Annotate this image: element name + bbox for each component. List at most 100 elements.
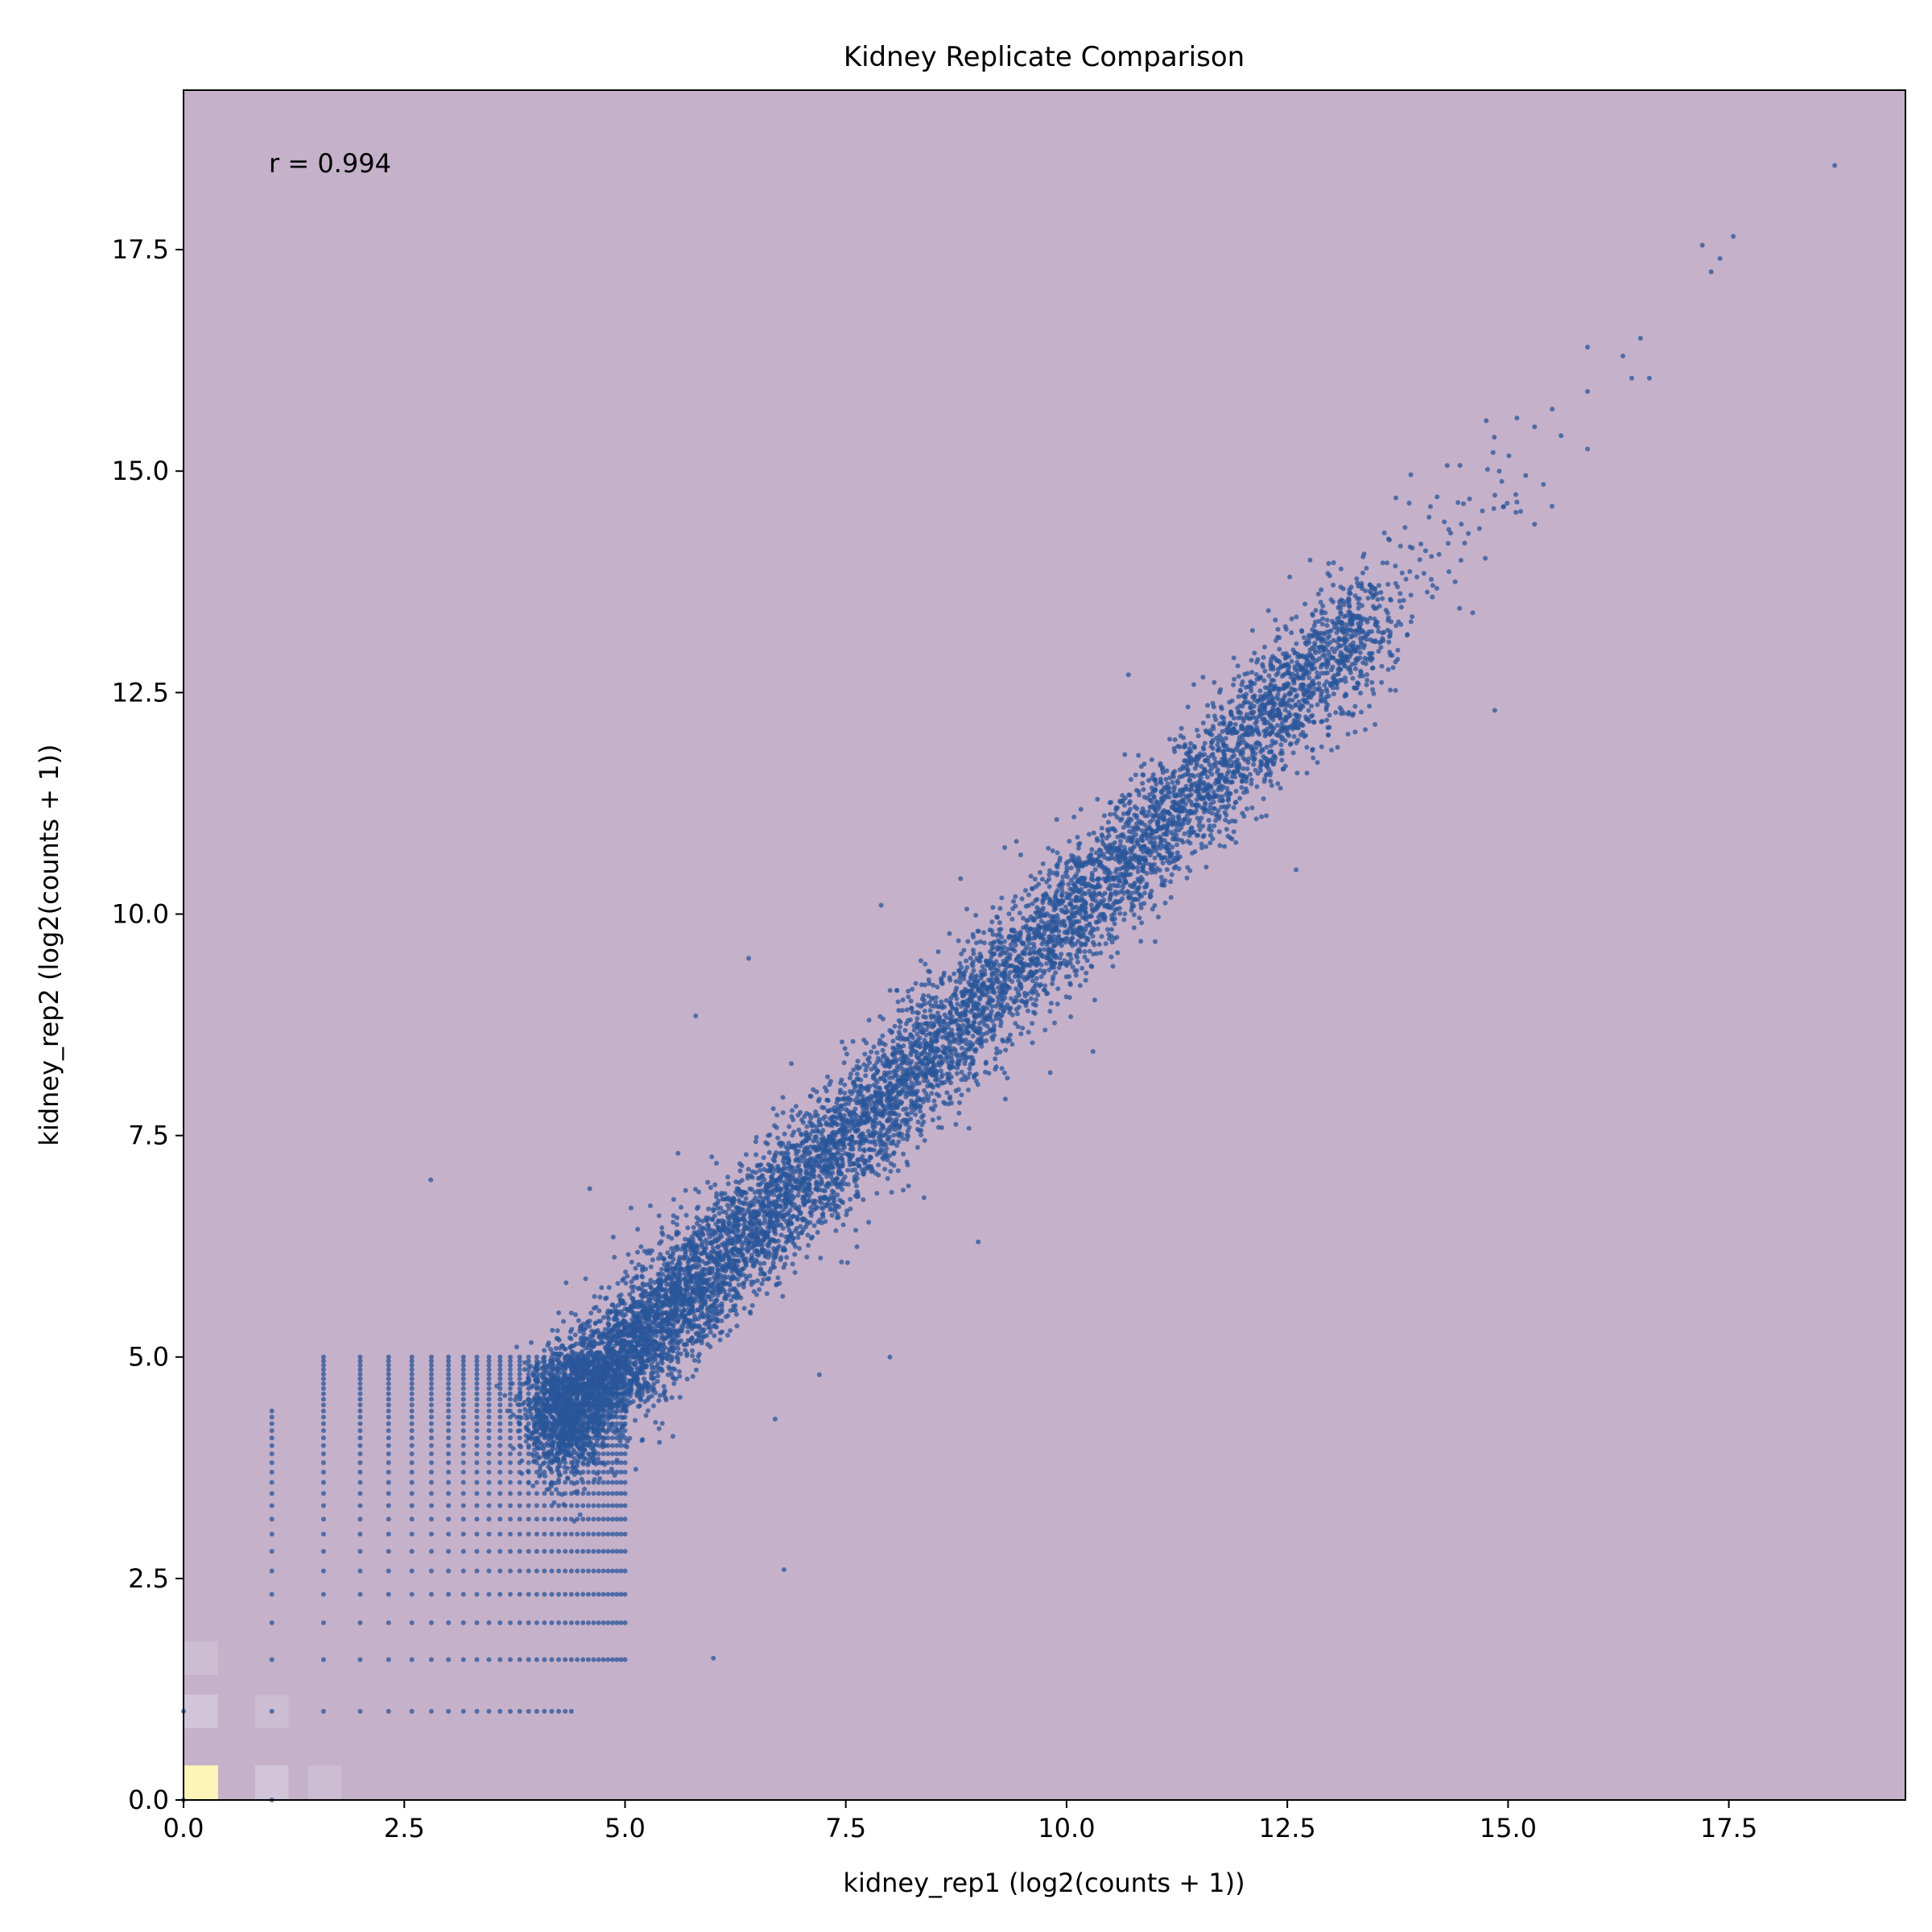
data-point — [936, 1115, 942, 1121]
data-point — [733, 1311, 739, 1317]
data-point — [486, 1367, 492, 1373]
data-point — [900, 1136, 906, 1141]
data-point — [486, 1363, 492, 1368]
data-point — [460, 1517, 466, 1522]
data-point — [880, 1033, 886, 1038]
data-point — [568, 1531, 574, 1537]
data-point — [517, 1408, 522, 1414]
data-point — [357, 1531, 363, 1537]
data-point — [797, 1245, 802, 1251]
data-point — [725, 1174, 731, 1180]
data-point — [386, 1531, 391, 1537]
data-point — [931, 982, 936, 988]
data-point — [921, 1195, 927, 1200]
data-point — [542, 1469, 547, 1475]
data-point — [357, 1708, 363, 1714]
data-point — [1137, 915, 1142, 921]
data-point — [1216, 829, 1222, 835]
data-point — [609, 1460, 615, 1465]
data-point — [622, 1531, 628, 1537]
data-point — [591, 1657, 597, 1662]
data-point — [1248, 772, 1253, 777]
data-point — [1142, 890, 1147, 896]
data-point — [1016, 1005, 1022, 1010]
data-point — [510, 1381, 515, 1386]
data-point — [596, 1620, 601, 1625]
data-point — [528, 1364, 534, 1369]
data-point — [580, 1531, 586, 1537]
data-point — [556, 1503, 561, 1509]
data-point — [357, 1397, 363, 1402]
data-point — [269, 1568, 275, 1574]
data-point — [519, 1471, 525, 1476]
data-point — [446, 1443, 452, 1448]
data-point — [629, 1279, 634, 1285]
data-point — [474, 1354, 480, 1360]
data-point — [610, 1234, 616, 1240]
data-point — [1046, 884, 1052, 890]
data-point — [615, 1281, 621, 1286]
data-point — [795, 1235, 801, 1241]
data-point — [563, 1708, 568, 1714]
data-point — [542, 1531, 547, 1537]
data-point — [726, 1206, 732, 1212]
data-point — [964, 906, 969, 912]
data-point — [474, 1549, 480, 1554]
data-point — [609, 1435, 615, 1441]
data-point — [357, 1480, 363, 1485]
data-point — [1364, 565, 1369, 571]
data-point — [959, 1077, 964, 1083]
data-point — [526, 1657, 531, 1662]
data-point — [320, 1591, 326, 1597]
data-point — [542, 1591, 547, 1597]
data-point — [601, 1469, 606, 1475]
data-point — [409, 1367, 415, 1373]
data-point — [474, 1408, 480, 1414]
data-point — [320, 1620, 326, 1625]
data-point — [497, 1385, 503, 1391]
data-point — [409, 1657, 415, 1662]
data-point — [556, 1531, 561, 1537]
data-point — [654, 1333, 659, 1339]
data-point — [671, 1197, 676, 1202]
data-point — [869, 1067, 874, 1072]
data-point — [622, 1491, 628, 1496]
data-point — [1097, 919, 1102, 923]
data-point — [1326, 733, 1331, 738]
data-point — [1224, 827, 1229, 832]
data-point — [1231, 753, 1236, 758]
data-point — [460, 1460, 466, 1465]
data-point — [428, 1531, 434, 1537]
data-point — [745, 1166, 751, 1172]
data-point — [888, 1169, 894, 1174]
data-point — [320, 1657, 326, 1662]
data-point — [497, 1503, 503, 1509]
data-point — [534, 1480, 539, 1485]
data-point — [386, 1503, 391, 1509]
data-point — [724, 1332, 730, 1338]
density-cell — [308, 1765, 342, 1799]
data-point — [409, 1480, 415, 1485]
data-point — [598, 1460, 604, 1466]
data-point — [446, 1421, 452, 1426]
data-point — [409, 1414, 415, 1420]
data-point — [682, 1270, 687, 1276]
data-point — [1158, 874, 1164, 880]
data-point — [486, 1657, 492, 1662]
data-point — [507, 1363, 513, 1368]
data-point — [618, 1517, 624, 1522]
data-point — [609, 1491, 615, 1496]
data-point — [460, 1402, 466, 1408]
data-point — [990, 905, 996, 910]
data-point — [460, 1435, 466, 1441]
data-point — [507, 1402, 513, 1408]
data-point — [517, 1358, 522, 1364]
data-point — [655, 1256, 661, 1261]
data-point — [1002, 1096, 1008, 1102]
data-point — [409, 1591, 415, 1597]
data-point — [428, 1620, 434, 1625]
data-point — [357, 1568, 363, 1574]
data-point — [675, 1215, 679, 1220]
data-point — [751, 1289, 757, 1294]
data-point — [1233, 799, 1239, 805]
